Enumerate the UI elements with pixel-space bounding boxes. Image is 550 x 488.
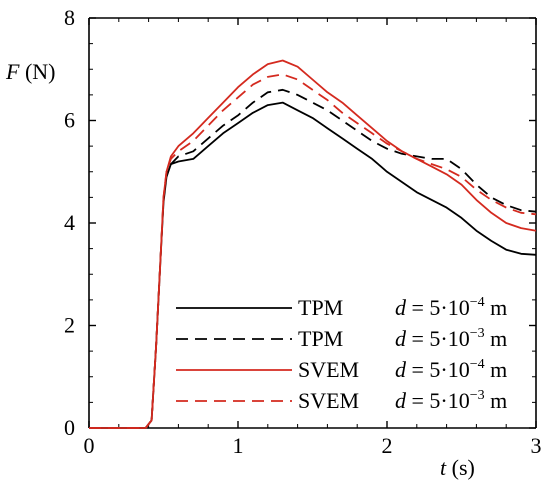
- x-axis-label: t (s): [440, 455, 475, 480]
- legend-series-label: d = 5·10−3 m: [395, 388, 507, 413]
- legend: TPM d = 5·10−4 m TPM d = 5·10−3 m SVEM d = 5·…: [176, 295, 507, 413]
- y-axis-label: F (N): [5, 59, 56, 84]
- y-tick-label: 2: [64, 313, 75, 338]
- y-tick-label: 0: [64, 415, 75, 440]
- y-axis-unit: (N): [19, 59, 55, 84]
- x-tick-label: 3: [531, 433, 542, 458]
- legend-series-label: d = 5·10−3 m: [395, 326, 507, 351]
- legend-series-label: d = 5·10−4 m: [395, 295, 507, 320]
- x-tick-label: 1: [233, 433, 244, 458]
- y-tick-label: 8: [64, 5, 75, 30]
- x-tick-label: 0: [84, 433, 95, 458]
- x-axis-unit: (s): [446, 455, 475, 480]
- legend-series-label: d = 5·10−4 m: [395, 357, 507, 382]
- legend-series-name: TPM: [298, 326, 343, 351]
- y-tick-label: 6: [64, 108, 75, 133]
- legend-series-name: SVEM: [298, 357, 359, 382]
- y-axis-variable: F: [5, 59, 20, 84]
- axis-ticks: 0 1 2 3 0 2 4 6 8: [64, 5, 542, 458]
- legend-series-name: TPM: [298, 295, 343, 320]
- series-line-svem-4: [89, 73, 537, 429]
- x-tick-label: 2: [382, 433, 393, 458]
- series-line-svem-3: [89, 59, 537, 429]
- legend-series-name: SVEM: [298, 388, 359, 413]
- x-axis-variable: t: [440, 455, 447, 480]
- series-lines: [89, 59, 537, 429]
- y-tick-label: 4: [64, 210, 75, 235]
